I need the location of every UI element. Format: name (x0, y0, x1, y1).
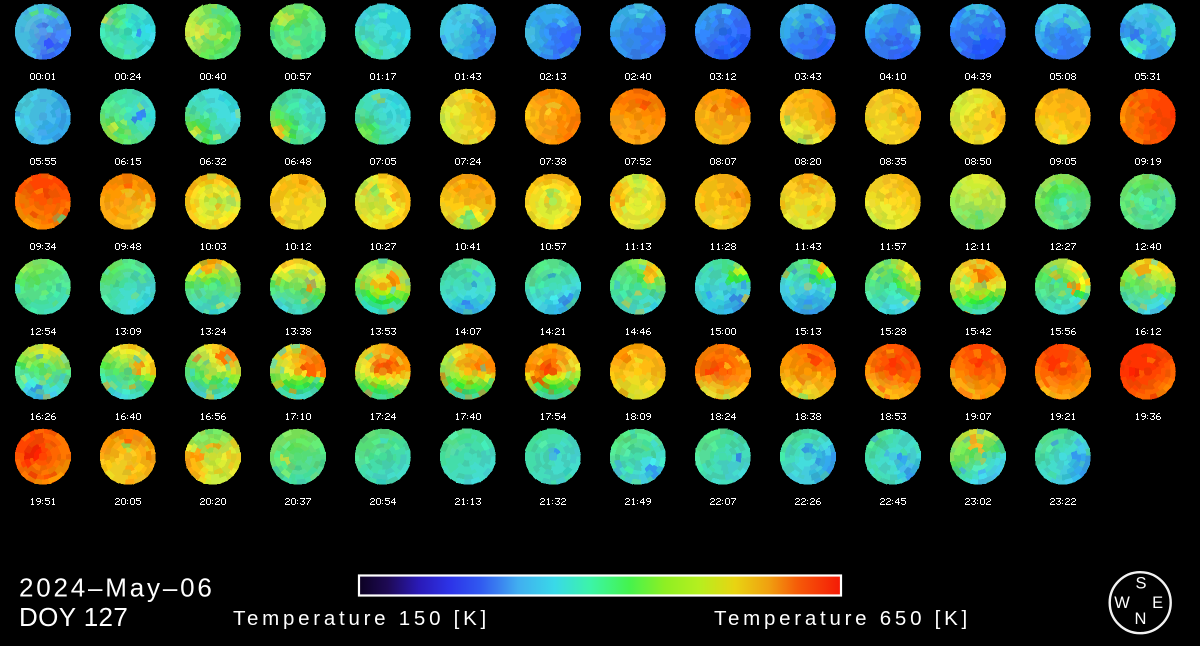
svg-text:2024–May–06: 2024–May–06 (19, 573, 215, 603)
svg-text:DOY 127: DOY 127 (19, 602, 128, 632)
svg-text:S: S (1135, 575, 1146, 593)
svg-text:Temperature 150 [K]: Temperature 150 [K] (233, 607, 490, 630)
svg-text:W: W (1114, 594, 1130, 612)
svg-text:N: N (1135, 610, 1147, 628)
svg-text:E: E (1152, 594, 1163, 612)
svg-text:Temperature 650 [K]: Temperature 650 [K] (714, 607, 971, 630)
